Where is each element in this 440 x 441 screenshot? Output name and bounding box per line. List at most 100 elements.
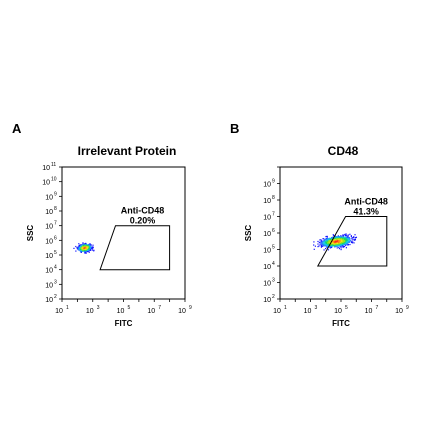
event-dot	[327, 243, 329, 245]
event-dot	[329, 243, 332, 246]
event-dot	[323, 238, 325, 240]
event-dot	[346, 243, 348, 245]
event-dot	[87, 250, 89, 252]
event-dot	[92, 244, 94, 246]
event-dot	[90, 248, 92, 250]
event-dot	[333, 238, 335, 241]
event-dot	[76, 248, 79, 250]
event-dot	[348, 236, 350, 239]
event-dot	[330, 246, 333, 249]
event-dot	[322, 241, 324, 243]
event-dot	[339, 240, 341, 242]
event-dot	[336, 237, 338, 240]
event-dot	[80, 251, 82, 253]
event-dot	[83, 251, 86, 253]
event-dot	[343, 236, 345, 238]
event-dot	[342, 246, 344, 248]
event-dot	[317, 243, 319, 245]
event-dot	[331, 245, 333, 247]
event-dot	[81, 244, 83, 247]
event-dot	[320, 246, 323, 248]
event-dot	[331, 243, 333, 245]
gate-percent: 41.3%	[353, 207, 379, 217]
event-dot	[346, 241, 349, 243]
event-dot	[326, 235, 328, 237]
event-dot	[84, 243, 86, 245]
event-dot	[85, 250, 87, 253]
event-dot	[340, 236, 342, 238]
event-dot	[86, 244, 88, 246]
event-dot	[353, 238, 355, 240]
x-tick-label: 10	[117, 308, 125, 315]
event-dot	[320, 240, 322, 243]
event-dot	[323, 242, 325, 244]
event-dot	[322, 245, 324, 247]
event-dot	[78, 247, 80, 249]
event-dot	[331, 236, 334, 239]
event-dot	[354, 238, 357, 241]
event-dot	[341, 237, 343, 239]
x-tick-label: 10	[304, 308, 312, 315]
event-dot	[340, 248, 342, 251]
event-dot	[324, 240, 326, 242]
event-dot	[347, 238, 349, 240]
event-dot	[335, 236, 337, 238]
event-dot	[322, 244, 324, 247]
event-dot	[339, 239, 341, 241]
event-dot	[342, 238, 344, 240]
event-dot	[347, 238, 349, 240]
x-tick-exponent: 1	[284, 305, 287, 311]
event-dot	[77, 249, 80, 251]
event-dot	[320, 242, 322, 244]
event-dot	[343, 245, 346, 247]
event-dot	[82, 248, 84, 250]
event-dot	[336, 245, 338, 247]
y-tick-exponent: 9	[272, 179, 275, 185]
event-dot	[333, 243, 336, 245]
panel-title: CD48	[328, 144, 359, 158]
event-dot	[320, 242, 322, 245]
event-dot	[336, 242, 338, 244]
event-dot	[341, 240, 343, 243]
event-dot	[331, 240, 334, 242]
event-dot	[84, 245, 86, 247]
event-dot	[322, 240, 325, 242]
event-dot	[338, 244, 340, 246]
gate-polygon[interactable]	[316, 216, 388, 267]
event-dot	[83, 249, 85, 252]
event-dot	[330, 239, 332, 241]
event-dot	[346, 234, 348, 236]
event-dot	[327, 239, 329, 241]
event-dot	[347, 238, 350, 240]
event-dot	[338, 240, 341, 242]
event-dot	[323, 243, 325, 246]
event-dot	[324, 243, 326, 245]
event-dot	[89, 243, 91, 245]
x-tick-label: 10	[273, 308, 281, 315]
event-dot	[349, 233, 351, 235]
event-dot	[344, 243, 346, 246]
y-tick-exponent: 5	[272, 245, 275, 251]
event-dot	[344, 240, 346, 242]
y-axis-label: SSC	[244, 225, 253, 242]
gate-polygon[interactable]	[99, 225, 171, 271]
panel-letter: A	[12, 121, 22, 136]
panel-title: Irrelevant Protein	[78, 144, 177, 158]
event-dot	[85, 251, 87, 253]
panel-letter: B	[230, 121, 239, 136]
event-dot	[314, 245, 316, 247]
event-dot	[327, 237, 329, 240]
event-dot	[326, 244, 328, 246]
event-dot	[79, 250, 82, 252]
y-tick-exponent: 2	[54, 294, 57, 300]
event-dot	[326, 240, 328, 242]
x-tick-exponent: 7	[158, 305, 161, 311]
event-dot	[340, 243, 342, 245]
event-dot	[325, 239, 328, 241]
event-dot	[327, 240, 329, 243]
event-dot	[82, 247, 84, 249]
y-tick-exponent: 5	[54, 250, 57, 256]
event-dot	[344, 237, 346, 240]
y-tick-label: 10	[263, 231, 271, 238]
